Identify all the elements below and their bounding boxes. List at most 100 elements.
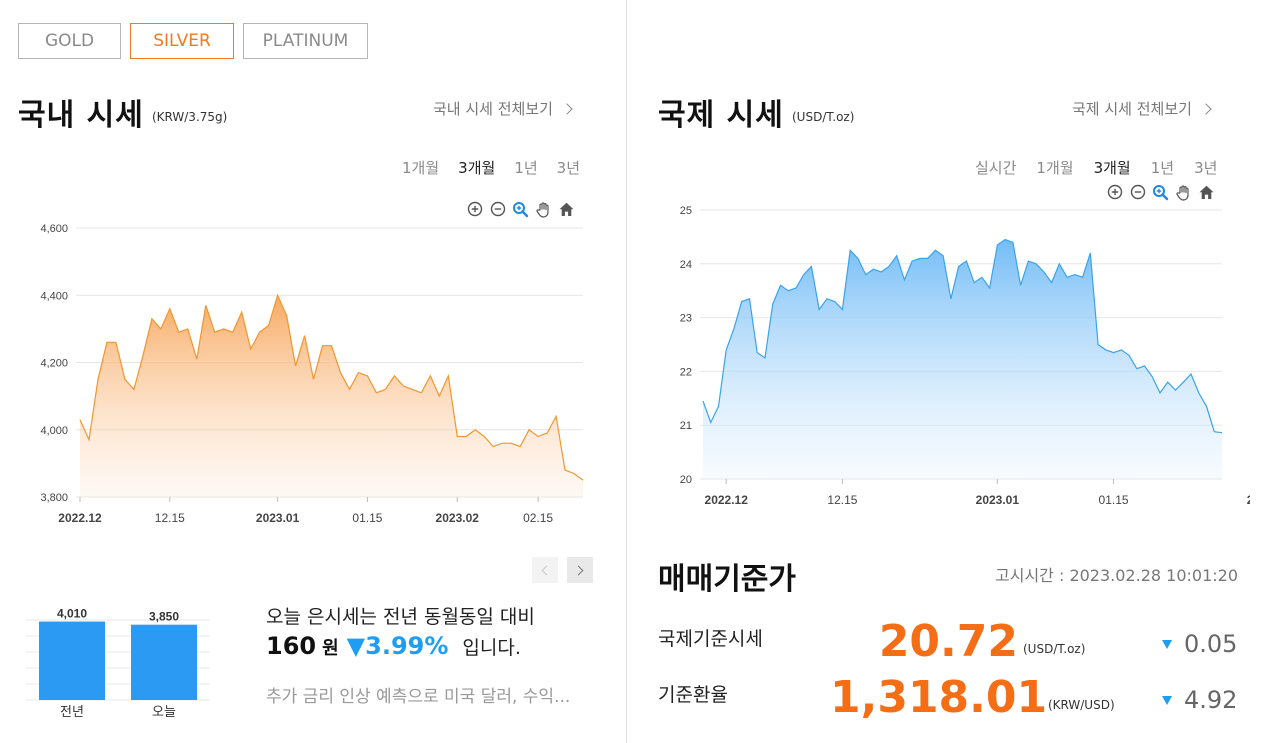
data-point	[1058, 263, 1060, 265]
data-point	[988, 287, 990, 289]
zoom-in-icon[interactable]	[463, 199, 486, 219]
reset-home-icon[interactable]	[555, 199, 578, 219]
y-tick-label: 21	[680, 420, 692, 432]
data-point	[1136, 368, 1138, 370]
x-tick-label: 01.15	[352, 511, 382, 525]
data-point	[772, 303, 774, 305]
tab-gold[interactable]: GOLD	[18, 23, 121, 59]
international-period-1y[interactable]: 1년	[1150, 159, 1175, 177]
data-point	[849, 249, 851, 251]
international-period-realtime[interactable]: 실시간	[975, 159, 1017, 177]
data-point	[97, 378, 99, 380]
data-point	[957, 265, 959, 267]
data-point	[717, 405, 719, 407]
data-point	[564, 469, 566, 471]
column-divider	[626, 0, 627, 743]
international-view-all-link[interactable]: 국제 시세 전체보기	[1072, 98, 1212, 119]
data-point	[312, 378, 314, 380]
intl-reference-unit: (USD/T.oz)	[1023, 642, 1086, 656]
data-point	[1105, 349, 1107, 351]
data-point	[88, 439, 90, 441]
data-point	[231, 331, 233, 333]
chart-prev-button[interactable]	[532, 557, 558, 583]
data-point	[1050, 281, 1052, 283]
domestic-period-3m[interactable]: 3개월	[458, 159, 496, 177]
zoom-out-icon[interactable]	[486, 199, 509, 219]
data-point	[267, 324, 269, 326]
y-tick-label: 4,600	[40, 223, 68, 235]
international-price-chart: 25 24 23 22 21 20 2022.12 12.15 2023.01 01.15 202…	[680, 205, 1250, 507]
x-tick-label: 12.15	[155, 511, 185, 525]
domestic-view-all-link[interactable]: 국내 시세 전체보기	[433, 98, 573, 119]
tab-silver[interactable]: SILVER	[130, 23, 234, 59]
zoom-select-icon[interactable]	[1149, 182, 1172, 202]
pan-hand-icon[interactable]	[1172, 182, 1195, 202]
intl-reference-change: 0.05	[1162, 630, 1237, 658]
international-period-1m[interactable]: 1개월	[1036, 159, 1074, 177]
data-point	[895, 255, 897, 257]
data-point	[741, 300, 743, 302]
x-tick-label: 02.15	[523, 511, 553, 525]
data-point	[733, 327, 735, 329]
data-point	[826, 298, 828, 300]
domestic-price-line	[79, 293, 584, 481]
international-price-line	[702, 238, 1223, 434]
data-point	[196, 358, 198, 360]
data-point	[582, 479, 584, 481]
domestic-period-1y[interactable]: 1년	[514, 159, 538, 177]
data-point	[106, 341, 108, 343]
data-point	[1205, 405, 1207, 407]
data-point	[764, 357, 766, 359]
data-point	[926, 257, 928, 259]
y-tick-label: 23	[680, 313, 692, 325]
data-point	[779, 284, 781, 286]
year-comparison-bar-chart: 4,010 전년 3,850 오늘	[26, 607, 210, 719]
chevron-left-icon	[541, 565, 552, 575]
data-point	[519, 445, 521, 447]
bar-value-label: 4,010	[57, 607, 87, 621]
international-period-3y[interactable]: 3년	[1194, 159, 1218, 177]
fx-rate-label: 기준환율	[658, 684, 728, 706]
reset-home-icon[interactable]	[1195, 182, 1218, 202]
data-point	[258, 331, 260, 333]
zoom-in-icon[interactable]	[1103, 182, 1126, 202]
data-point	[321, 344, 323, 346]
x-tick-label: 2022.12	[705, 493, 749, 507]
news-headline-link[interactable]: 추가 금리 인상 예측으로 미국 달러, 수익...	[266, 687, 571, 707]
summary-line: 오늘 은시세는 전년 동월동일 대비	[266, 606, 535, 628]
data-point	[1120, 349, 1122, 351]
y-tick-label: 4,000	[40, 425, 68, 437]
data-point	[1213, 430, 1215, 432]
data-point	[725, 349, 727, 351]
domestic-period-1m[interactable]: 1개월	[402, 159, 440, 177]
data-point	[420, 392, 422, 394]
data-point	[465, 435, 467, 437]
tab-platinum[interactable]: PLATINUM	[243, 23, 368, 59]
pan-hand-icon[interactable]	[532, 199, 555, 219]
chart-next-button[interactable]	[567, 557, 593, 583]
zoom-select-icon[interactable]	[509, 199, 532, 219]
international-period-3m[interactable]: 3개월	[1093, 159, 1131, 177]
y-tick-label: 24	[680, 259, 692, 271]
data-point	[483, 435, 485, 437]
domestic-price-chart: 4,600 4,400 4,200 4,000 3,800 2022.12 12.15 20…	[40, 223, 584, 525]
data-point	[429, 375, 431, 377]
domestic-title: 국내 시세	[18, 98, 144, 133]
data-point	[133, 388, 135, 390]
data-point	[330, 344, 332, 346]
data-point	[339, 371, 341, 373]
x-tick-label: 2023.02	[1247, 493, 1250, 507]
domestic-period-3y[interactable]: 3년	[556, 159, 580, 177]
data-point	[411, 388, 413, 390]
data-point	[124, 378, 126, 380]
data-point	[1074, 273, 1076, 275]
fx-rate-value: 1,318.01	[830, 672, 1048, 723]
data-point	[366, 375, 368, 377]
data-point	[864, 273, 866, 275]
data-point	[1190, 373, 1192, 375]
data-point	[1019, 284, 1021, 286]
x-tick-label: 2023.01	[256, 511, 300, 525]
zoom-out-icon[interactable]	[1126, 182, 1149, 202]
domestic-price-area	[80, 295, 583, 497]
domestic-period-selector: 1개월 3개월 1년 3년	[402, 157, 580, 178]
